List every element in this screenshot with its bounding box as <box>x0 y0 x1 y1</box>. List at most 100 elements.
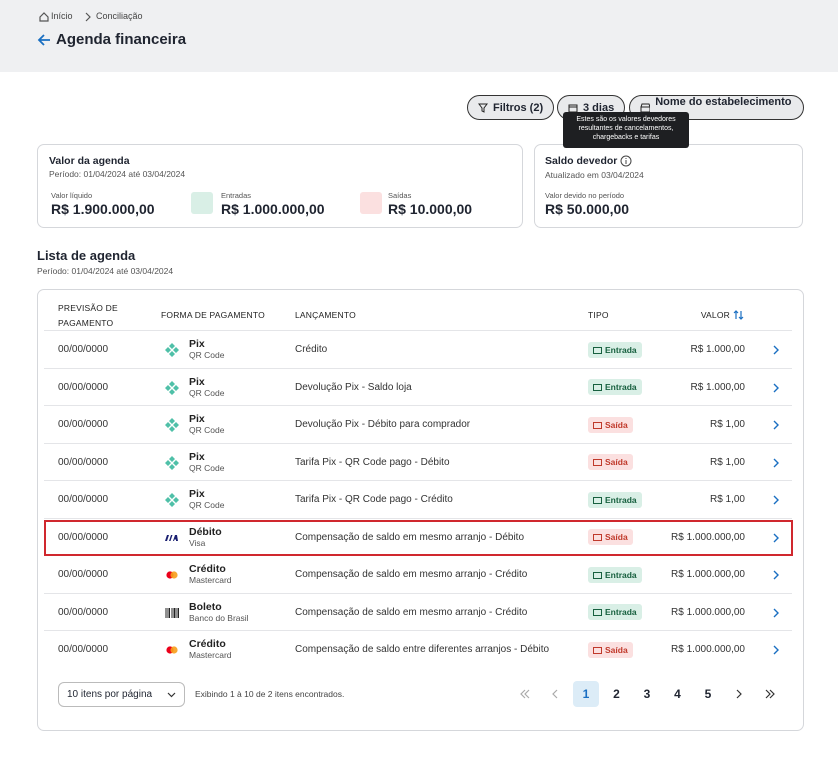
dropdown-icon <box>167 692 176 697</box>
type-icon <box>593 646 602 654</box>
type-badge: Saída <box>588 641 633 658</box>
column-header[interactable]: VALOR <box>680 308 744 323</box>
type-cell: Saída <box>588 406 633 443</box>
table-row[interactable]: 00/00/0000 Pix QR Code Crédito Entrada R$ 1.0… <box>44 330 792 367</box>
date-cell: 00/00/0000 <box>58 531 109 543</box>
table-row[interactable]: 00/00/0000 Crédito Mastercard Compensação d… <box>44 555 792 592</box>
table-row[interactable]: 00/00/0000 Pix QR Code Tarifa Pix - QR Code… <box>44 442 792 480</box>
method-brand: QR Code <box>189 500 225 510</box>
type-cell: Entrada <box>588 556 642 593</box>
back-arrow[interactable] <box>37 33 51 47</box>
column-header: PREVISÃO DE PAGAMENTO <box>58 303 118 328</box>
table-row[interactable]: 00/00/0000 Crédito Mastercard Compensação d… <box>44 630 792 667</box>
row-chevron[interactable] <box>772 383 780 393</box>
table-row[interactable]: 00/00/0000 Pix QR Code Devolução Pix - Débi… <box>44 405 792 442</box>
method-brand: QR Code <box>189 387 225 398</box>
type-badge: Entrada <box>588 379 642 395</box>
row-chevron[interactable] <box>772 533 780 543</box>
page-size-label: 10 itens por página <box>67 689 153 700</box>
filter-icon <box>478 103 488 113</box>
method-name: Crédito <box>189 563 226 575</box>
detail-cell: Compensação de saldo em mesmo arranjo - … <box>295 569 528 580</box>
type-label: Entrada <box>605 344 637 355</box>
info-icon[interactable] <box>620 155 632 167</box>
date-cell: 00/00/0000 <box>58 569 109 580</box>
method-brand: QR Code <box>189 350 225 360</box>
date-cell: 00/00/0000 <box>58 419 109 430</box>
sort-icon[interactable] <box>733 310 745 320</box>
debt-label: Valor devido no período <box>545 191 625 200</box>
method-name: Pix <box>189 413 205 425</box>
row-chevron[interactable] <box>772 645 780 655</box>
table-row[interactable]: 00/00/0000 Pix QR Code Devolução Pix - Sald… <box>44 367 792 405</box>
pagination-summary: Exibindo 1 à 10 de 2 itens encontrados. <box>195 689 345 699</box>
summary-label: Saídas <box>388 191 412 200</box>
type-label: Entrada <box>605 569 637 580</box>
type-label: Entrada <box>605 607 637 617</box>
date-cell: 00/00/0000 <box>58 606 109 618</box>
last-page[interactable] <box>764 689 776 699</box>
method-name: Débito <box>189 525 222 538</box>
payment-icon <box>165 343 179 357</box>
filter-button[interactable]: Filtros (2) <box>467 95 555 120</box>
detail-cell: Crédito <box>295 344 328 355</box>
calendar-icon <box>568 104 578 112</box>
type-icon <box>593 571 602 579</box>
type-badge: Saída <box>588 529 633 545</box>
payment-icon <box>165 418 179 432</box>
first-page[interactable] <box>519 689 531 699</box>
method-brand: Mastercard <box>189 575 232 585</box>
date-cell: 00/00/0000 <box>58 381 109 393</box>
row-chevron[interactable] <box>772 495 780 505</box>
value-cell: R$ 1.000,00 <box>690 381 746 393</box>
breadcrumb-separator <box>85 12 91 22</box>
table-row[interactable]: 00/00/0000 Boleto Banco do Brasil Compensaç… <box>44 592 792 630</box>
page-size-select[interactable]: 10 itens por página <box>58 682 185 707</box>
row-chevron[interactable] <box>772 420 780 430</box>
type-label: Entrada <box>605 494 637 505</box>
value-cell: R$ 1.000.000,00 <box>671 644 745 655</box>
value-cell: R$ 1.000,00 <box>690 344 746 355</box>
detail-cell: Compensação de saldo entre diferentes ar… <box>295 644 550 655</box>
breadcrumb-link[interactable]: Início <box>51 11 73 21</box>
table-row[interactable]: 00/00/0000 Débito Visa Compensação de saldo… <box>44 517 792 556</box>
detail-cell: Devolução Pix - Saldo loja <box>295 381 412 393</box>
type-label: Saída <box>605 532 628 542</box>
row-chevron[interactable] <box>772 458 780 468</box>
type-label: Entrada <box>605 382 637 392</box>
page-button[interactable]: 2 <box>613 687 620 701</box>
page-button[interactable]: 5 <box>704 687 712 701</box>
home-icon <box>39 12 49 22</box>
column-header: TIPO <box>588 310 609 320</box>
table-row[interactable]: 00/00/0000 Pix QR Code Tarifa Pix - QR Code… <box>44 480 792 517</box>
page-button[interactable]: 1 <box>573 681 599 707</box>
prev-page[interactable] <box>551 689 559 699</box>
row-chevron[interactable] <box>772 570 780 580</box>
debt-updated: Atualizado em 03/04/2024 <box>545 170 644 180</box>
column-header: FORMA DE PAGAMENTO <box>161 310 265 320</box>
date-cell: 00/00/0000 <box>58 344 109 355</box>
page-button[interactable]: 4 <box>674 687 681 701</box>
type-icon <box>593 609 602 616</box>
debt-title: Saldo devedor <box>545 155 618 167</box>
header-band <box>0 0 838 72</box>
type-icon <box>593 346 602 354</box>
payment-icon <box>165 607 179 618</box>
type-icon <box>593 421 602 429</box>
page-title: Agenda financeira <box>56 31 187 48</box>
list-title: Lista de agenda <box>37 248 136 263</box>
row-chevron[interactable] <box>772 608 780 618</box>
period-label: 3 dias <box>583 101 615 114</box>
detail-cell: Tarifa Pix - QR Code pago - Débito <box>295 456 450 468</box>
income-icon <box>191 192 213 214</box>
method-cell: Débito Visa <box>189 519 222 556</box>
summary-value: R$ 1.000.000,00 <box>221 201 325 217</box>
type-badge: Entrada <box>588 604 642 620</box>
row-chevron[interactable] <box>772 345 780 355</box>
debt-value: R$ 50.000,00 <box>545 201 630 217</box>
page-button[interactable]: 3 <box>643 687 651 701</box>
next-page[interactable] <box>735 689 743 699</box>
payment-icon <box>165 455 179 470</box>
summary-period: Período: 01/04/2024 até 03/04/2024 <box>49 169 186 179</box>
